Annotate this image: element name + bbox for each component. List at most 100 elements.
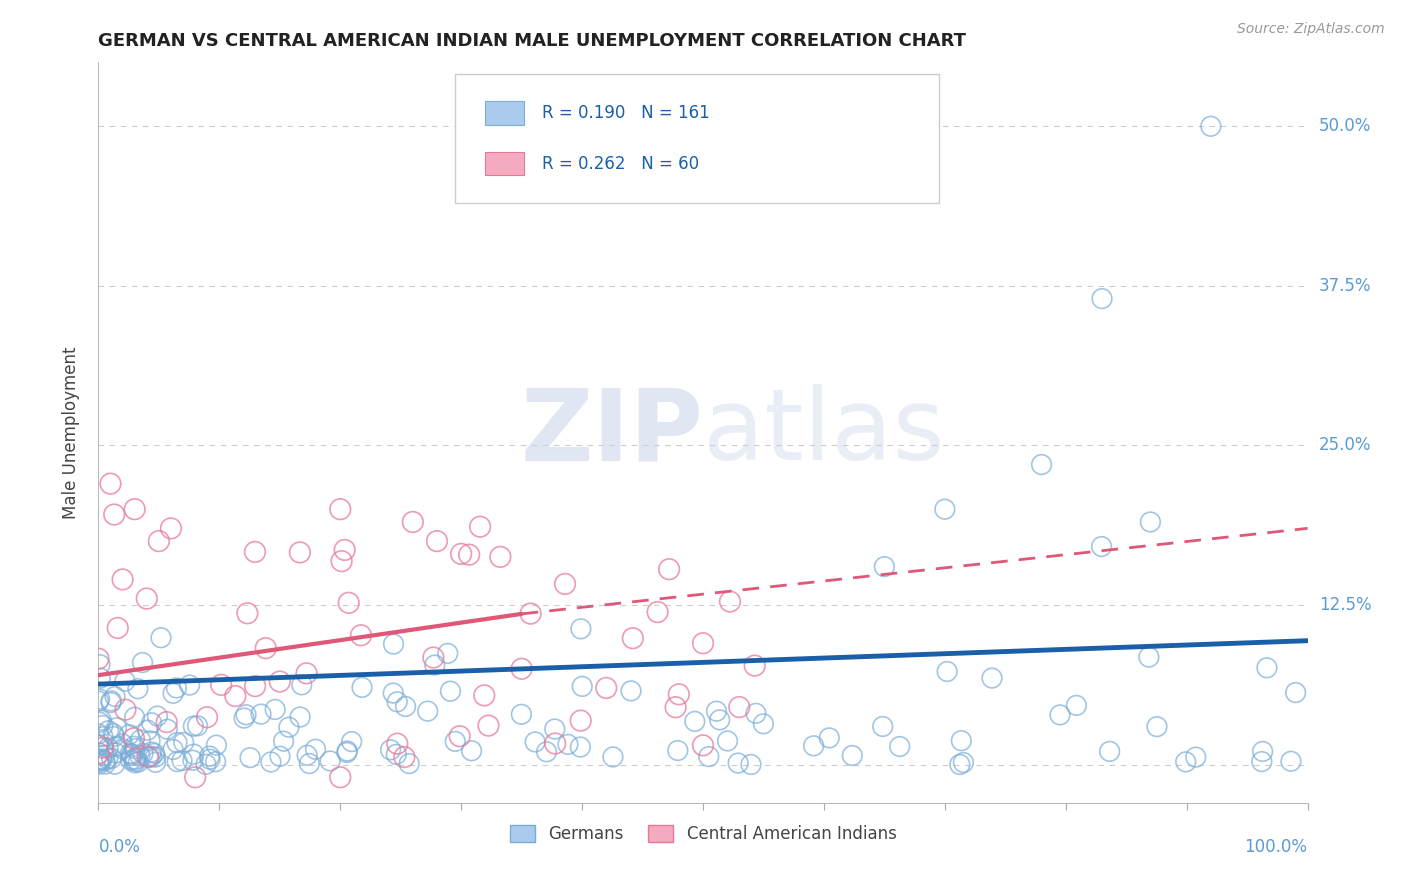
Point [692, 739, 714, 753]
Point [872, 719, 894, 733]
Point [889, 739, 911, 754]
Point [89, 671, 111, 685]
Point [179, 678, 201, 692]
Point [728, 700, 751, 714]
Point [104, 690, 127, 704]
Point [350, 628, 373, 642]
Point [1098, 744, 1121, 758]
Point [602, 750, 624, 764]
Point [398, 756, 420, 771]
Point [105, 721, 128, 735]
Point [166, 755, 188, 769]
Point [122, 739, 145, 754]
Point [129, 733, 152, 747]
Point [273, 734, 295, 748]
Point [204, 755, 226, 769]
Point [1137, 650, 1160, 665]
FancyBboxPatch shape [485, 101, 524, 125]
Point [156, 715, 179, 730]
Text: R = 0.262   N = 60: R = 0.262 N = 60 [543, 154, 699, 172]
Point [1090, 540, 1112, 554]
Point [89, 657, 111, 672]
Point [450, 547, 472, 561]
Point [128, 748, 150, 763]
Point [385, 695, 408, 709]
Point [536, 745, 558, 759]
Point [138, 750, 160, 764]
Point [195, 710, 218, 724]
Point [243, 679, 266, 693]
Point [90, 752, 112, 766]
Point [569, 622, 592, 636]
Point [402, 515, 425, 529]
Point [569, 739, 592, 754]
Point [1250, 755, 1272, 769]
Point [1091, 292, 1114, 306]
Point [385, 747, 408, 762]
Point [236, 607, 259, 621]
Point [621, 631, 644, 645]
Point [160, 521, 183, 535]
Point [107, 621, 129, 635]
Point [87, 755, 110, 769]
Point [571, 680, 593, 694]
Point [873, 559, 896, 574]
Point [740, 757, 762, 772]
Point [949, 757, 972, 772]
Point [146, 709, 169, 723]
Point [127, 681, 149, 696]
Point [94, 754, 117, 768]
Point [156, 723, 179, 737]
Point [472, 689, 495, 703]
Point [295, 666, 318, 681]
Point [118, 728, 141, 742]
Point [143, 747, 166, 761]
Point [745, 706, 768, 721]
Point [981, 671, 1004, 685]
Point [1184, 750, 1206, 764]
Point [329, 502, 352, 516]
Text: GERMAN VS CENTRAL AMERICAN INDIAN MALE UNEMPLOYMENT CORRELATION CHART: GERMAN VS CENTRAL AMERICAN INDIAN MALE U… [98, 32, 966, 50]
Point [87, 651, 110, 665]
Point [162, 742, 184, 756]
Point [165, 681, 187, 695]
Point [181, 753, 204, 767]
Point [186, 719, 208, 733]
Text: R = 0.190   N = 161: R = 0.190 N = 161 [543, 104, 710, 122]
Point [260, 755, 283, 769]
Point [936, 665, 959, 679]
Point [727, 756, 749, 770]
Point [139, 734, 162, 748]
Point [136, 723, 159, 738]
Point [744, 658, 766, 673]
FancyBboxPatch shape [456, 73, 939, 203]
Point [519, 607, 541, 621]
Point [426, 534, 449, 549]
Point [243, 545, 266, 559]
Point [422, 650, 444, 665]
Point [233, 711, 256, 725]
Point [183, 719, 205, 733]
Point [394, 750, 416, 764]
Point [93, 748, 115, 763]
Point [100, 694, 122, 708]
Point [489, 549, 512, 564]
Point [87, 739, 110, 753]
Point [124, 756, 146, 770]
Point [1066, 698, 1088, 713]
Point [145, 750, 167, 764]
Point [666, 743, 689, 757]
Point [333, 543, 356, 558]
Point [184, 770, 207, 784]
Point [94, 757, 117, 772]
Point [934, 502, 956, 516]
Point [449, 729, 471, 743]
Point [162, 686, 184, 700]
Point [90, 753, 112, 767]
Point [329, 770, 352, 784]
Text: Source: ZipAtlas.com: Source: ZipAtlas.com [1237, 22, 1385, 37]
Y-axis label: Male Unemployment: Male Unemployment [62, 346, 80, 519]
Point [1279, 754, 1302, 768]
Point [91, 730, 114, 744]
Point [1251, 744, 1274, 758]
